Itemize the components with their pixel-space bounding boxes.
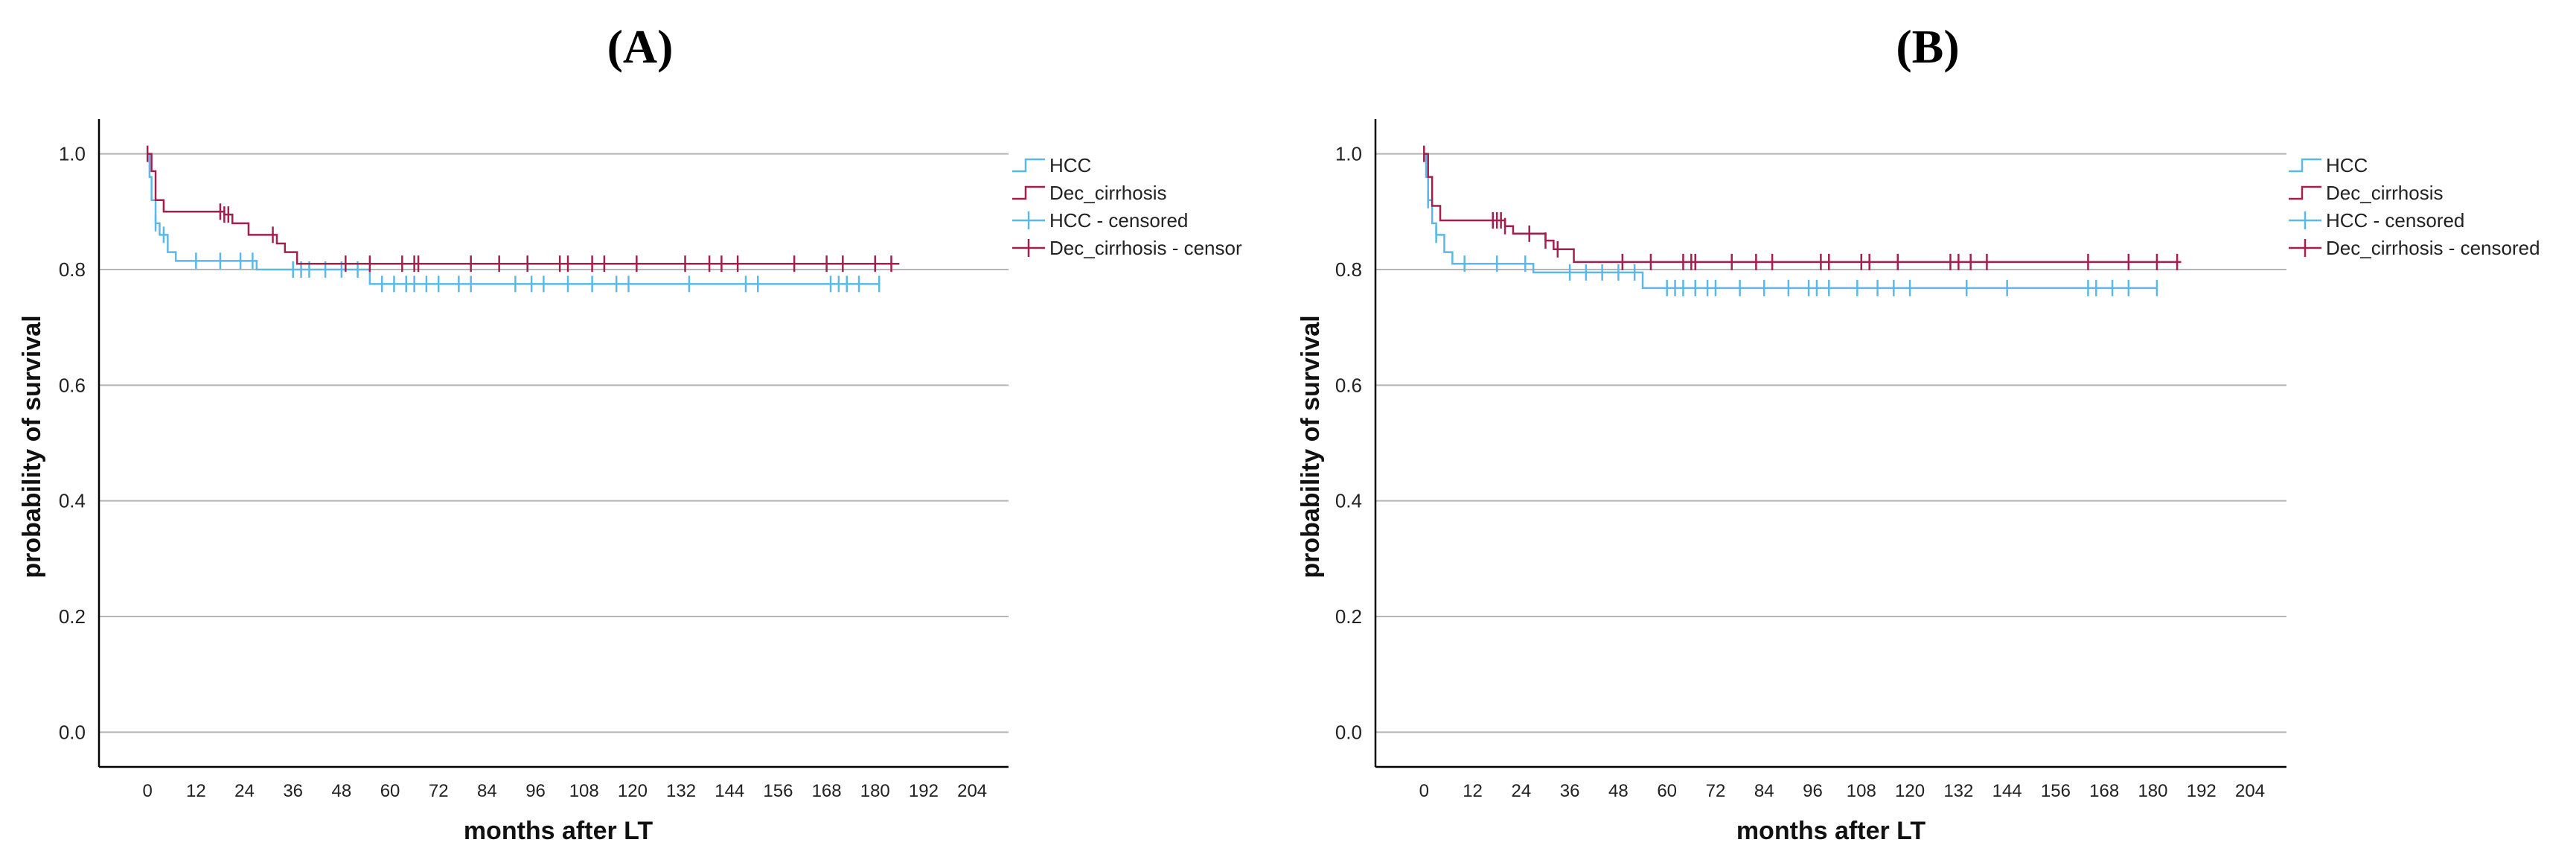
legend-line-symbol xyxy=(2289,185,2321,200)
x-tick-label: 180 xyxy=(2138,781,2167,801)
x-tick-label: 96 xyxy=(525,781,546,801)
x-tick-label: 84 xyxy=(1754,781,1774,801)
legend-label: HCC xyxy=(2326,154,2368,176)
y-tick-label: 0.8 xyxy=(1335,258,1362,281)
y-tick-label: 0.2 xyxy=(1335,605,1362,628)
y-tick-label: 0.4 xyxy=(59,490,86,512)
x-tick-label: 156 xyxy=(2041,781,2071,801)
y-tick-label: 0.6 xyxy=(59,374,86,396)
x-tick-label: 108 xyxy=(569,781,599,801)
x-tick-label: 36 xyxy=(283,781,303,801)
panel-title: (A) xyxy=(607,20,674,73)
x-tick-label: 60 xyxy=(380,781,400,801)
y-axis-label: probability of survival xyxy=(1297,315,1325,578)
x-tick-label: 72 xyxy=(429,781,449,801)
x-tick-label: 72 xyxy=(1706,781,1726,801)
x-tick-label: 204 xyxy=(2235,781,2265,801)
y-tick-label: 0.4 xyxy=(1335,490,1362,512)
x-tick-label: 132 xyxy=(1943,781,1973,801)
y-tick-label: 0.2 xyxy=(59,605,86,628)
x-tick-label: 108 xyxy=(1847,781,1876,801)
survival-curve-dec-cirrhosis xyxy=(1424,153,2182,264)
x-tick-label: 12 xyxy=(186,781,206,801)
x-axis-label: months after LT xyxy=(464,817,653,845)
x-tick-label: 168 xyxy=(2089,781,2119,801)
panel-b: (B) months after LT probability of survi… xyxy=(1297,20,2540,845)
legend-label: HCC - censored xyxy=(1049,209,1188,232)
x-tick-label: 120 xyxy=(1895,781,1925,801)
legend-label: HCC - censored xyxy=(2326,209,2464,232)
legend-label: Dec_cirrhosis - censor xyxy=(1049,237,1242,259)
x-tick-label: 192 xyxy=(2187,781,2217,801)
legend-label: Dec_cirrhosis xyxy=(2326,182,2444,204)
x-tick-label: 144 xyxy=(1992,781,2022,801)
x-tick-label: 84 xyxy=(477,781,497,801)
legend-label: HCC xyxy=(1049,154,1091,176)
y-axis-label: probability of survival xyxy=(18,315,46,578)
panel-title: (B) xyxy=(1896,20,1959,73)
y-tick-label: 0.6 xyxy=(1335,374,1362,396)
x-tick-label: 192 xyxy=(909,781,939,801)
legend-line-symbol xyxy=(1012,185,1045,200)
x-tick-label: 24 xyxy=(234,781,255,801)
x-tick-label: 48 xyxy=(332,781,352,801)
x-tick-label: 180 xyxy=(860,781,890,801)
x-tick-label: 132 xyxy=(666,781,696,801)
legend-label: Dec_cirrhosis - censored xyxy=(2326,237,2540,259)
y-tick-label: 0.8 xyxy=(59,258,86,281)
legend-line-symbol xyxy=(1012,158,1045,173)
x-tick-label: 24 xyxy=(1511,781,1531,801)
legend-line-symbol xyxy=(2289,158,2321,173)
x-tick-label: 156 xyxy=(763,781,793,801)
x-tick-label: 168 xyxy=(812,781,842,801)
panel-a: (A) months after LT probability of survi… xyxy=(18,20,1242,845)
survival-curve-hcc xyxy=(1424,153,2157,290)
y-tick-label: 1.0 xyxy=(1335,143,1362,165)
x-tick-label: 60 xyxy=(1657,781,1677,801)
x-tick-label: 120 xyxy=(618,781,648,801)
x-tick-label: 36 xyxy=(1560,781,1580,801)
x-tick-label: 48 xyxy=(1608,781,1629,801)
x-tick-label: 204 xyxy=(957,781,987,801)
x-tick-label: 144 xyxy=(715,781,744,801)
y-tick-label: 0.0 xyxy=(59,721,86,743)
x-tick-label: 96 xyxy=(1803,781,1823,801)
x-tick-label: 0 xyxy=(142,781,152,801)
legend-label: Dec_cirrhosis xyxy=(1049,182,1167,204)
x-tick-label: 12 xyxy=(1463,781,1483,801)
survival-curve-dec-cirrhosis xyxy=(147,153,900,265)
y-tick-label: 0.0 xyxy=(1335,721,1362,743)
y-tick-label: 1.0 xyxy=(59,143,86,165)
x-tick-label: 0 xyxy=(1419,781,1429,801)
x-axis-label: months after LT xyxy=(1736,817,1926,845)
